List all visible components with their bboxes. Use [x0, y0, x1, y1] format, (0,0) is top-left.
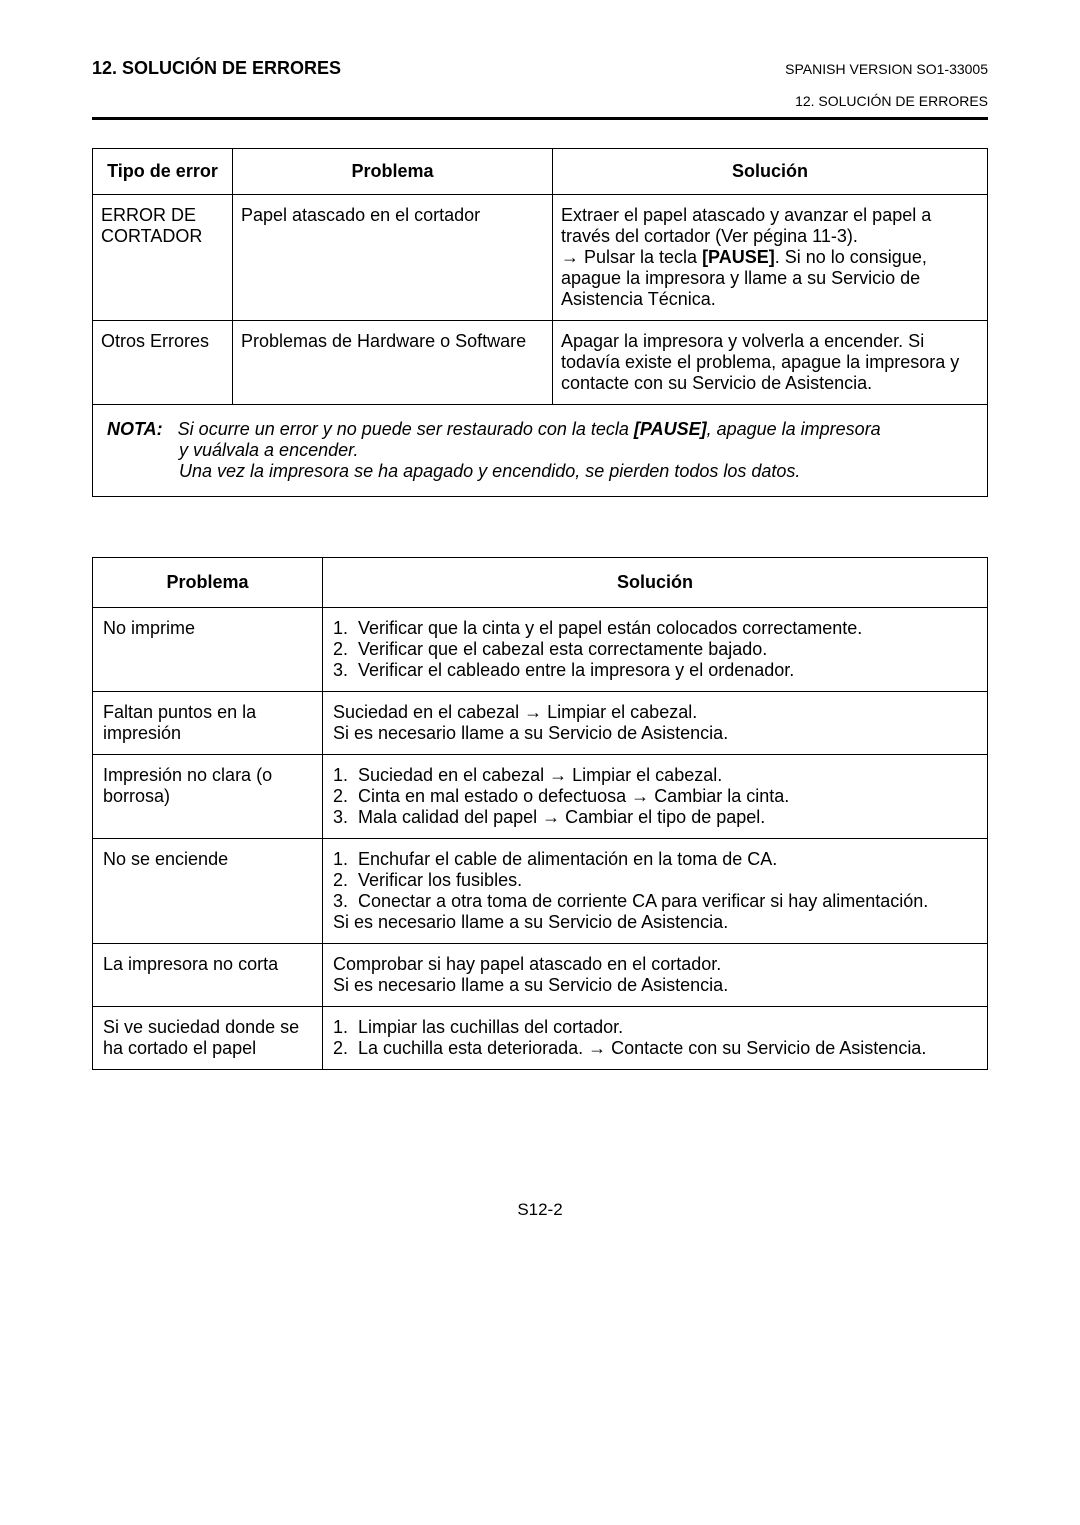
cell-problem: No se enciende: [93, 839, 323, 944]
table-row: Impresión no clara (o borrosa) 1. Sucied…: [93, 755, 988, 839]
cell-solution: Extraer el papel atascado y avanzar el p…: [553, 195, 988, 321]
table-header-row: Problema Solución: [93, 558, 988, 608]
document-page: 12. SOLUCIÓN DE ERRORES SPANISH VERSION …: [0, 0, 1080, 1260]
header-rule: [92, 117, 988, 120]
table-row: No imprime 1. Verificar que la cinta y e…: [93, 608, 988, 692]
note-line1: Si ocurre un error y no puede ser restau…: [178, 419, 881, 439]
section-title: 12. SOLUCIÓN DE ERRORES: [92, 58, 341, 79]
page-footer: S12-2: [92, 1200, 988, 1220]
cell-solution: Apagar la impresora y volverla a encende…: [553, 321, 988, 405]
table-row: No se enciende 1. Enchufar el cable de a…: [93, 839, 988, 944]
col-header-solution: Solución: [553, 149, 988, 195]
error-table: Tipo de error Problema Solución ERROR DE…: [92, 148, 988, 405]
problem-table: Problema Solución No imprime 1. Verifica…: [92, 557, 988, 1070]
cell-problem: Papel atascado en el cortador: [233, 195, 553, 321]
table-row: ERROR DE CORTADOR Papel atascado en el c…: [93, 195, 988, 321]
cell-error-type: Otros Errores: [93, 321, 233, 405]
note-label: NOTA:: [107, 419, 163, 439]
breadcrumb: 12. SOLUCIÓN DE ERRORES: [92, 93, 988, 109]
col-header-solution: Solución: [323, 558, 988, 608]
cell-problem: La impresora no corta: [93, 944, 323, 1007]
page-header: 12. SOLUCIÓN DE ERRORES SPANISH VERSION …: [92, 58, 988, 79]
cell-problem: Impresión no clara (o borrosa): [93, 755, 323, 839]
cell-solution: 1. Suciedad en el cabezal → Limpiar el c…: [323, 755, 988, 839]
cell-solution: 1. Enchufar el cable de alimentación en …: [323, 839, 988, 944]
cell-solution: Suciedad en el cabezal → Limpiar el cabe…: [323, 692, 988, 755]
cell-solution: 1. Limpiar las cuchillas del cortador.2.…: [323, 1007, 988, 1070]
table-row: La impresora no corta Comprobar si hay p…: [93, 944, 988, 1007]
cell-solution: Comprobar si hay papel atascado en el co…: [323, 944, 988, 1007]
note-line2: y vuálvala a encender.: [179, 440, 973, 461]
col-header-problem: Problema: [93, 558, 323, 608]
cell-problem: Si ve suciedad donde se ha cortado el pa…: [93, 1007, 323, 1070]
col-header-type: Tipo de error: [93, 149, 233, 195]
cell-error-type: ERROR DE CORTADOR: [93, 195, 233, 321]
table-row: Otros Errores Problemas de Hardware o So…: [93, 321, 988, 405]
cell-problem: Problemas de Hardware o Software: [233, 321, 553, 405]
table-header-row: Tipo de error Problema Solución: [93, 149, 988, 195]
cell-solution: 1. Verificar que la cinta y el papel est…: [323, 608, 988, 692]
note-line3: Una vez la impresora se ha apagado y enc…: [179, 461, 973, 482]
table-row: Faltan puntos en la impresión Suciedad e…: [93, 692, 988, 755]
table-row: Si ve suciedad donde se ha cortado el pa…: [93, 1007, 988, 1070]
version-label: SPANISH VERSION SO1-33005: [785, 61, 988, 77]
cell-problem: Faltan puntos en la impresión: [93, 692, 323, 755]
col-header-problem: Problema: [233, 149, 553, 195]
note-box: NOTA: Si ocurre un error y no puede ser …: [92, 405, 988, 497]
cell-problem: No imprime: [93, 608, 323, 692]
